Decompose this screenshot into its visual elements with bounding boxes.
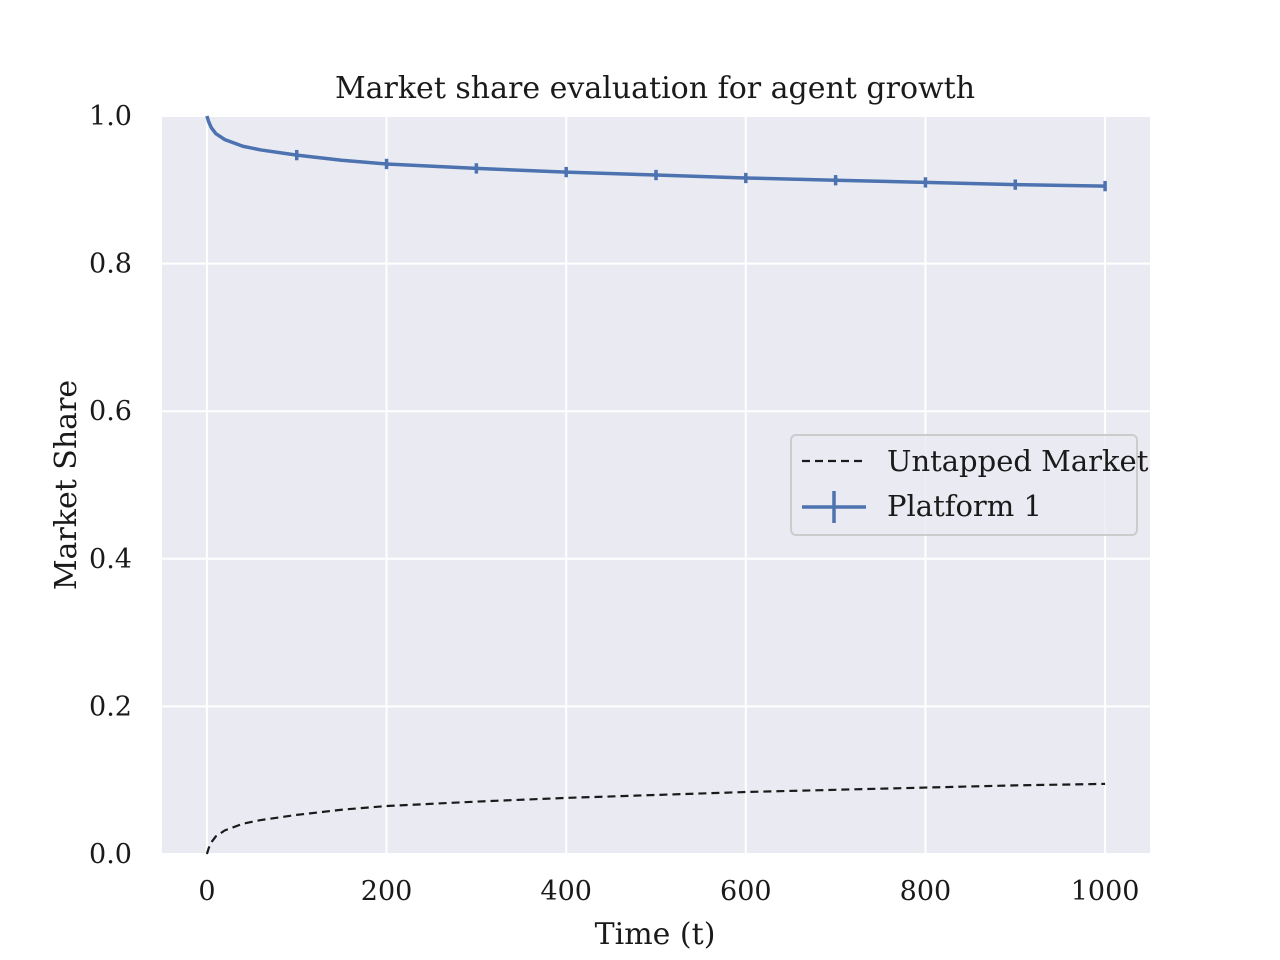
series-line-1 <box>205 115 1106 188</box>
y-tick-label-0: 0.0 <box>89 839 132 870</box>
tick-labels: 0 200 400 600 800 1000 0.0 0.2 0.4 0.6 0.8 1.0 <box>89 101 1139 907</box>
chart-title: Market share evaluation for agent growth <box>335 71 975 106</box>
grid-lines <box>162 115 1150 855</box>
legend: Untapped Market Platform 1 <box>790 434 1149 536</box>
legend-label-platform-1: Platform 1 <box>887 489 1042 523</box>
legend-box <box>790 434 1138 536</box>
x-tick-label-4: 800 <box>900 876 952 907</box>
y-tick-label-3: 0.6 <box>89 396 132 427</box>
x-tick-label-1: 200 <box>361 876 413 907</box>
y-tick-label-5: 1.0 <box>89 101 132 132</box>
x-tick-label-5: 1000 <box>1071 876 1140 907</box>
series-line-0 <box>205 782 1106 855</box>
y-tick-label-2: 0.4 <box>89 544 132 575</box>
y-tick-label-1: 0.2 <box>89 691 132 722</box>
series-layer <box>205 115 1107 855</box>
x-tick-label-3: 600 <box>720 876 772 907</box>
y-axis-label: Market Share <box>49 380 84 590</box>
x-tick-label-0: 0 <box>198 876 215 907</box>
x-tick-label-2: 400 <box>540 876 592 907</box>
x-axis-label: Time (t) <box>595 917 716 952</box>
y-tick-label-4: 0.8 <box>89 249 132 280</box>
legend-label-untapped-market: Untapped Market <box>887 444 1149 478</box>
